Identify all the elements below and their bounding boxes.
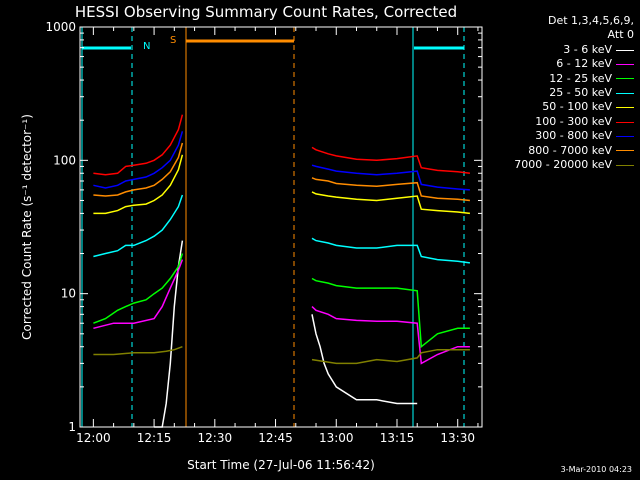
legend: Det 1,3,4,5,6,9, Att 0 3 - 6 keV 6 - 12 k… <box>486 14 634 172</box>
x-tick-label: 12:45 <box>258 431 293 445</box>
series-8-segment-0 <box>93 345 183 356</box>
night-flag-label: N <box>143 41 150 52</box>
legend-header-detectors: Det 1,3,4,5,6,9, <box>547 14 634 27</box>
legend-item-4: 50 - 100 keV <box>486 100 634 114</box>
legend-label: 25 - 50 keV <box>549 86 612 100</box>
legend-swatch <box>616 135 634 137</box>
legend-item-1: 6 - 12 keV <box>486 57 634 71</box>
legend-swatch <box>616 63 634 65</box>
x-tick-label: 13:15 <box>380 431 415 445</box>
legend-item-5: 100 - 300 keV <box>486 115 634 129</box>
series-8-segment-1 <box>311 348 470 365</box>
series-4-segment-1 <box>311 191 470 215</box>
series-0-segment-0 <box>154 240 184 428</box>
legend-item-8: 7000 - 20000 keV <box>486 158 634 172</box>
legend-label: 7000 - 20000 keV <box>514 158 612 172</box>
legend-label: 6 - 12 keV <box>556 57 612 71</box>
series-2-segment-1 <box>311 277 470 349</box>
y-tick-label: 1000 <box>45 20 76 34</box>
legend-label: 50 - 100 keV <box>542 100 612 114</box>
x-tick-label: 12:30 <box>198 431 233 445</box>
series-1-segment-1 <box>311 306 470 365</box>
series-1-segment-0 <box>93 259 184 330</box>
series-6-segment-0 <box>93 131 184 189</box>
series-6-segment-1 <box>311 164 470 191</box>
series-0-segment-1 <box>311 314 418 405</box>
series-2-segment-0 <box>93 253 184 324</box>
y-tick-label: 10 <box>61 287 76 301</box>
observing-bands: NS <box>81 27 465 427</box>
series-3-segment-0 <box>93 194 184 258</box>
legend-swatch <box>616 150 634 152</box>
series-7-segment-1 <box>311 177 470 202</box>
legend-swatch <box>616 78 634 80</box>
legend-swatch <box>616 92 634 94</box>
x-tick-label: 13:00 <box>319 431 354 445</box>
legend-label: 3 - 6 keV <box>563 42 612 56</box>
legend-item-3: 25 - 50 keV <box>486 86 634 100</box>
chart-title: HESSI Observing Summary Count Rates, Cor… <box>75 3 457 21</box>
y-tick-label: 100 <box>53 153 76 167</box>
legend-item-6: 300 - 800 keV <box>486 129 634 143</box>
legend-label: 800 - 7000 keV <box>528 143 612 157</box>
y-axis-label: Corrected Count Rate (s⁻¹ detector⁻¹) <box>20 114 34 340</box>
saa-flag-label: S <box>170 35 176 46</box>
x-tick-label: 13:30 <box>440 431 475 445</box>
legend-label: 100 - 300 keV <box>535 114 612 128</box>
legend-item-0: 3 - 6 keV <box>486 43 634 57</box>
legend-swatch <box>616 107 634 109</box>
legend-swatch <box>616 49 634 51</box>
legend-swatch <box>616 121 634 123</box>
legend-rows: 3 - 6 keV 6 - 12 keV 12 - 25 keV 25 - 50 ke… <box>486 43 634 173</box>
x-axis-label: Start Time (27-Jul-06 11:56:42) <box>187 458 375 472</box>
legend-item-2: 12 - 25 keV <box>486 72 634 86</box>
legend-item-7: 800 - 7000 keV <box>486 144 634 158</box>
plot-area-border <box>79 26 483 428</box>
series-5-segment-0 <box>93 114 184 176</box>
x-tick-label: 12:00 <box>76 431 111 445</box>
series-5-segment-1 <box>311 146 470 175</box>
plot-frame <box>79 26 483 428</box>
legend-label: 12 - 25 keV <box>549 71 612 85</box>
legend-header-attenuator: Att 0 <box>607 28 634 42</box>
series-3-segment-1 <box>311 237 470 264</box>
legend-swatch <box>616 164 634 166</box>
series-group <box>93 114 470 428</box>
series-7-segment-0 <box>93 142 184 197</box>
axis-ticks: 12:00 12:15 12:30 12:45 13:00 13:15 13:30 1 10 10… <box>45 20 482 445</box>
generation-timestamp: 3-Mar-2010 04:23 <box>560 465 632 474</box>
series-4-segment-0 <box>93 154 184 215</box>
y-tick-label: 1 <box>68 420 76 434</box>
x-tick-label: 12:15 <box>137 431 172 445</box>
legend-label: 300 - 800 keV <box>535 129 612 143</box>
